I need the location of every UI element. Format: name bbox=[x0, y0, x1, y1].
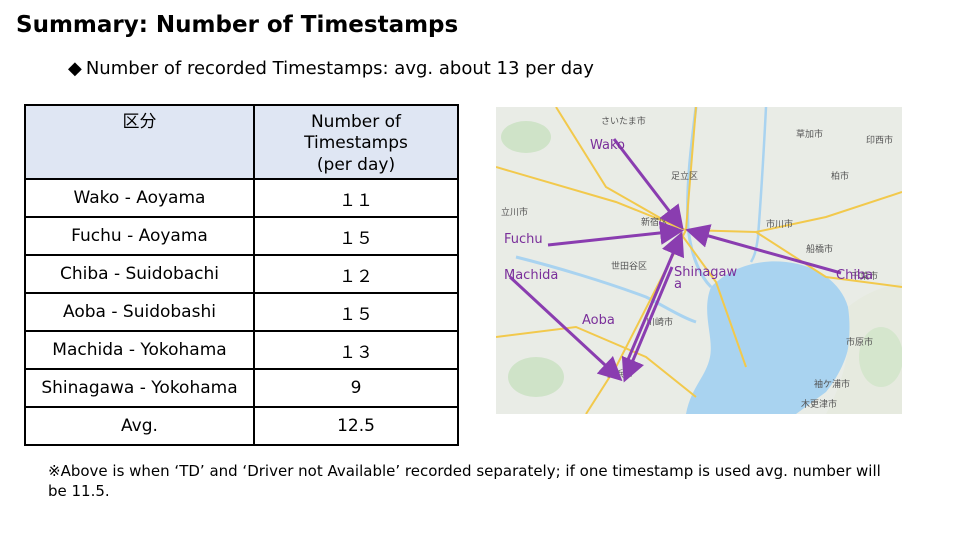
route-arrow-shinagawa bbox=[621, 266, 674, 383]
place-name: さいたま市 bbox=[601, 115, 646, 127]
place-name: 印西市 bbox=[866, 134, 893, 146]
table-row: Shinagawa - Yokohama 9 bbox=[24, 368, 459, 408]
place-name: 千葉市 bbox=[851, 270, 878, 282]
place-name: 市原市 bbox=[846, 336, 873, 348]
table-row: Machida - Yokohama １３ bbox=[24, 330, 459, 370]
table-row: Wako - Aoyama １１ bbox=[24, 178, 459, 218]
route-cell: Wako - Aoyama bbox=[24, 178, 255, 218]
highway bbox=[496, 166, 902, 234]
route-arrow-machida bbox=[508, 275, 623, 382]
park-area bbox=[508, 357, 564, 397]
table-header-row: 区分 Number of Timestamps (per day) bbox=[24, 104, 459, 180]
map-label-shinagawa-line1: Shinagaw bbox=[674, 265, 738, 280]
table-row: Fuchu - Aoyama １５ bbox=[24, 216, 459, 256]
map-label-machida: Machida bbox=[504, 268, 558, 283]
route-arrow-aoba bbox=[622, 231, 685, 370]
summary-bullet: ◆ Number of recorded Timestamps: avg. abo… bbox=[68, 58, 594, 79]
table-row: Aoba - Suidobashi １５ bbox=[24, 292, 459, 332]
count-cell: １５ bbox=[253, 216, 459, 256]
highway bbox=[496, 325, 697, 398]
river bbox=[749, 107, 768, 263]
route-arrow-wako bbox=[612, 138, 684, 230]
park-area bbox=[859, 327, 902, 387]
highway bbox=[755, 231, 902, 288]
place-name: 柏市 bbox=[831, 170, 849, 182]
river bbox=[515, 255, 697, 324]
column-header-timestamps: Number of Timestamps (per day) bbox=[253, 104, 459, 180]
count-cell: １５ bbox=[253, 292, 459, 332]
count-cell: 9 bbox=[253, 368, 459, 408]
table-row: Chiba - Suidobachi １２ bbox=[24, 254, 459, 294]
route-map: さいたま市 草加市 足立区 印西市 柏市 立川市 新宿区 市川市 船橋市 世田谷… bbox=[496, 107, 902, 414]
place-name: 木更津市 bbox=[801, 398, 837, 410]
place-name: 草加市 bbox=[796, 128, 823, 140]
map-label-shinagawa: Shinagaw a bbox=[674, 265, 738, 292]
place-name: 市川市 bbox=[766, 218, 793, 230]
route-cell: Chiba - Suidobachi bbox=[24, 254, 255, 294]
avg-value-cell: 12.5 bbox=[253, 406, 459, 446]
page-title: Summary: Number of Timestamps bbox=[16, 12, 459, 38]
tokyo-bay bbox=[686, 261, 851, 414]
map-label-aoba: Aoba bbox=[582, 313, 615, 328]
place-name: 袖ケ浦市 bbox=[814, 378, 850, 390]
route-arrow-chiba bbox=[685, 224, 842, 275]
count-cell: １３ bbox=[253, 330, 459, 370]
place-name: 立川市 bbox=[501, 206, 528, 218]
footnote: ※Above is when ‘TD’ and ‘Driver not Avai… bbox=[48, 462, 881, 500]
map-label-wako: Wako bbox=[590, 138, 625, 153]
diamond-bullet-icon: ◆ bbox=[68, 58, 82, 79]
map-svg: さいたま市 草加市 足立区 印西市 柏市 立川市 新宿区 市川市 船橋市 世田谷… bbox=[496, 107, 902, 414]
route-cell: Fuchu - Aoyama bbox=[24, 216, 255, 256]
route-cell: Machida - Yokohama bbox=[24, 330, 255, 370]
place-name: 船橋市 bbox=[806, 243, 833, 255]
map-label-chiba: Chiba bbox=[836, 268, 873, 283]
highway bbox=[685, 107, 697, 231]
count-cell: １２ bbox=[253, 254, 459, 294]
place-name: 世田谷区 bbox=[611, 260, 647, 272]
avg-row: Avg. 12.5 bbox=[24, 406, 459, 446]
route-cell: Shinagawa - Yokohama bbox=[24, 368, 255, 408]
count-cell: １１ bbox=[253, 178, 459, 218]
timestamps-table: 区分 Number of Timestamps (per day) Wako - A… bbox=[24, 104, 459, 446]
bullet-text: Number of recorded Timestamps: avg. abou… bbox=[85, 58, 594, 79]
route-arrow-fuchu bbox=[547, 220, 684, 247]
route-cell: Aoba - Suidobashi bbox=[24, 292, 255, 332]
place-name: 足立区 bbox=[671, 170, 698, 182]
avg-label-cell: Avg. bbox=[24, 406, 255, 446]
map-label-shinagawa-line2: a bbox=[674, 277, 682, 292]
map-label-fuchu: Fuchu bbox=[504, 232, 543, 247]
place-name: 新宿区 bbox=[641, 216, 668, 228]
place-name: 川崎市 bbox=[646, 316, 673, 328]
park-area bbox=[501, 121, 551, 153]
column-header-category: 区分 bbox=[24, 104, 255, 180]
